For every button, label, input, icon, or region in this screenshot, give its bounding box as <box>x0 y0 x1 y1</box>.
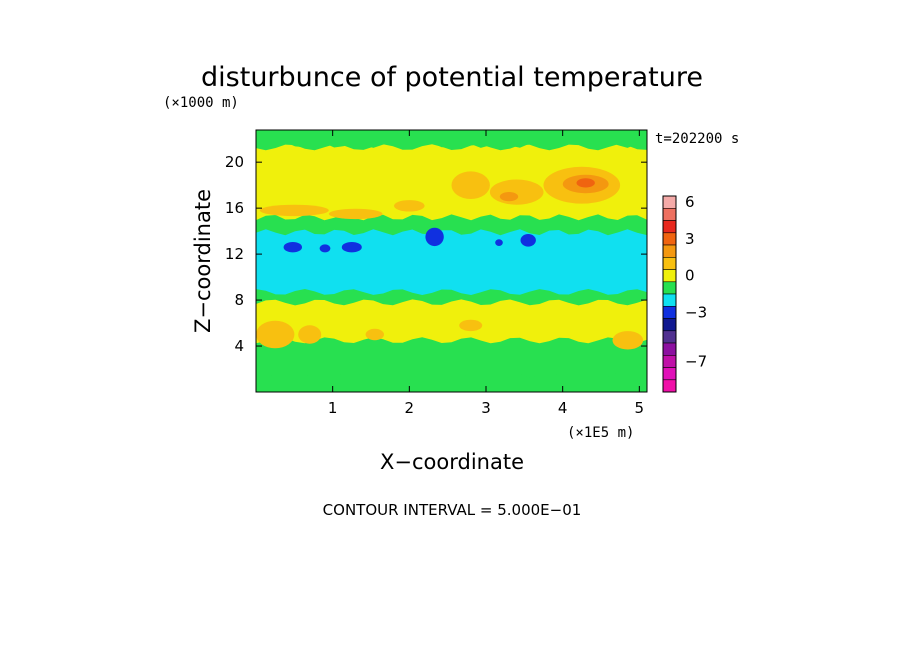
y-tick-label: 4 <box>234 337 244 355</box>
colorbar-tick-label: 6 <box>685 193 695 211</box>
colorbar-swatch <box>662 244 677 258</box>
y-unit-label: (×1000 m) <box>163 95 239 111</box>
colorbar <box>662 195 677 393</box>
contour-blob-level-m3 <box>319 244 331 253</box>
colorbar-swatch <box>662 330 677 344</box>
colorbar-swatch <box>662 342 677 356</box>
contour-blob-level-1 <box>256 320 295 349</box>
x-tick-label: 3 <box>481 399 491 417</box>
contour-blob-level-1 <box>298 325 322 344</box>
colorbar-swatch <box>662 293 677 307</box>
contour-blob-level-m3 <box>495 239 503 247</box>
contour-blob-level-m3 <box>283 242 302 253</box>
contour-band-level-m2 <box>256 229 647 295</box>
y-tick-label: 12 <box>225 245 244 263</box>
contour-blob-level-1 <box>489 179 544 205</box>
contour-blob-level-1 <box>394 200 425 212</box>
colorbar-swatch <box>662 208 677 221</box>
colorbar-ticks: 6 3 0 −3 −7 <box>685 193 707 370</box>
colorbar-swatch <box>662 256 677 270</box>
contour-blob-level-1 <box>259 204 329 217</box>
contour-blob-level-3 <box>576 178 595 188</box>
colorbar-swatch <box>662 318 677 332</box>
y-tick-label: 20 <box>225 153 244 171</box>
x-axis-label: X−coordinate <box>380 450 524 474</box>
contour-blob-level-1 <box>328 208 383 220</box>
x-tick-label: 5 <box>635 399 645 417</box>
colorbar-swatch <box>662 379 677 393</box>
contour-blob-level-m3 <box>341 242 362 253</box>
contour-blob-level-1 <box>365 328 384 341</box>
y-tick-label: 8 <box>234 291 244 309</box>
contour-blob-level-m3 <box>425 227 444 247</box>
time-label: t=202200 s <box>655 131 739 147</box>
colorbar-swatch <box>662 281 677 295</box>
x-tick-label: 2 <box>405 399 415 417</box>
y-axis-ticks: 4 8 12 16 20 <box>225 153 647 355</box>
contour-blob-level-1 <box>459 319 483 332</box>
colorbar-swatch <box>662 195 677 209</box>
colorbar-swatch <box>662 367 677 381</box>
y-axis-label: Z−coordinate <box>191 189 215 333</box>
colorbar-tick-label: −7 <box>685 352 707 370</box>
x-tick-label: 1 <box>328 399 338 417</box>
contour-blob-level-m3 <box>520 234 536 247</box>
colorbar-frame <box>662 195 677 393</box>
colorbar-swatch <box>662 220 677 234</box>
x-unit-label: (×1E5 m) <box>567 425 634 441</box>
colorbar-tick-label: −3 <box>685 303 707 321</box>
contour-band-level-m1 <box>256 130 647 151</box>
contour-field <box>256 130 647 392</box>
colorbar-swatch <box>662 305 677 319</box>
contour-blob-level-2 <box>499 192 519 202</box>
colorbar-tick-label: 3 <box>685 230 695 248</box>
colorbar-tick-label: 0 <box>685 267 695 285</box>
contour-blob-level-1 <box>612 331 644 350</box>
colorbar-swatch <box>662 232 677 246</box>
x-axis-ticks: 1 2 3 4 5 <box>328 130 644 417</box>
contour-blob-level-1 <box>451 171 490 199</box>
plot-frame <box>255 129 648 393</box>
colorbar-swatch <box>662 269 677 283</box>
y-tick-label: 16 <box>225 199 244 217</box>
x-tick-label: 4 <box>558 399 568 417</box>
chart-title: disturbunce of potential temperature <box>201 62 703 93</box>
contour-interval-note: CONTOUR INTERVAL = 5.000E−01 <box>323 501 582 519</box>
colorbar-swatch <box>662 354 677 368</box>
contour-band-level-m1 <box>256 371 647 392</box>
